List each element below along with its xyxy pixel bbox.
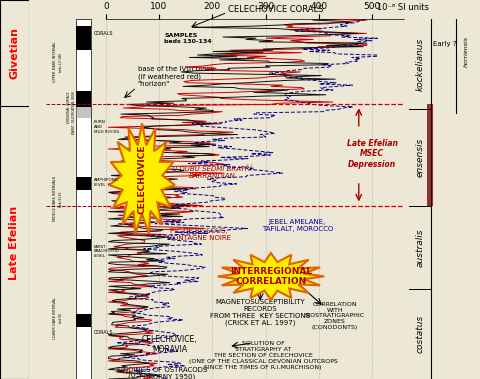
Text: Late Efelian
MSEC
Depression: Late Efelian MSEC Depression	[346, 139, 396, 169]
Text: SOLUTION OF
STRATIGRAPHY AT
THE SECTION OF ČELECHOVICE
(ONE OF THE CLASSICAL DEV: SOLUTION OF STRATIGRAPHY AT THE SECTION …	[188, 341, 336, 370]
Text: bed 98: bed 98	[59, 313, 62, 323]
Bar	[76, 107, 91, 118]
Text: BURN
AND
MUD ROCKS: BURN AND MUD ROCKS	[94, 121, 119, 133]
Text: base of the IVth black
(if weathered red)
"horizon": base of the IVth black (if weathered red…	[137, 66, 214, 87]
Text: LOWER DARK INTERVAL: LOWER DARK INTERVAL	[53, 297, 57, 339]
Text: JEBEL AMELANE,
TAFILALT, MOROCCO: JEBEL AMELANE, TAFILALT, MOROCCO	[262, 219, 333, 232]
Bar	[76, 177, 91, 190]
Bar	[426, 103, 432, 206]
Text: CORALS: CORALS	[94, 330, 113, 335]
Text: AMPHIPOND
LEVEL: AMPHIPOND LEVEL	[94, 179, 119, 187]
Text: beds S1-S3: beds S1-S3	[59, 191, 62, 207]
Text: EROSIONAL SURFACE
KARST, SILICIFICATION, IRON: EROSIONAL SURFACE KARST, SILICIFICATION,…	[67, 91, 76, 134]
Text: CORRELATION
WITH
BIOSTRATIGRAPHIC
ZONES
(CONODONTS): CORRELATION WITH BIOSTRATIGRAPHIC ZONES …	[304, 302, 364, 330]
Text: MIDDLE DARK INTERVALS: MIDDLE DARK INTERVALS	[53, 177, 57, 221]
Bar	[76, 26, 91, 50]
Text: U DUBU SEDMI BRATŘÍ
BARRANDIAN: U DUBU SEDMI BRATŘÍ BARRANDIAN	[172, 165, 252, 179]
Bar	[76, 314, 91, 327]
Text: Early ?: Early ?	[432, 41, 456, 47]
Polygon shape	[217, 253, 324, 300]
Text: KARST
BRACHIOPOD
LEVEL: KARST BRACHIOPOD LEVEL	[94, 244, 120, 258]
Text: 10⁻⁶ SI units: 10⁻⁶ SI units	[377, 3, 429, 12]
Bar	[76, 239, 91, 251]
Text: CORALS: CORALS	[94, 31, 113, 36]
Text: Givetian: Givetian	[10, 27, 19, 79]
Text: CELECHOVICE,
MORAVIA: CELECHOVICE, MORAVIA	[142, 335, 197, 354]
Text: FINDINGS OF OSTRACODS
(V. POKORNY 1950): FINDINGS OF OSTRACODS (V. POKORNY 1950)	[116, 367, 206, 379]
Text: PIC DE BISSOUS,
MONTAGNE NOIRE: PIC DE BISSOUS, MONTAGNE NOIRE	[167, 229, 230, 241]
Text: kockelianus: kockelianus	[415, 37, 424, 91]
Polygon shape	[109, 124, 175, 234]
Text: CELECHOVICE: CELECHOVICE	[137, 144, 146, 214]
Text: UPPER DARK INTERVAL: UPPER DARK INTERVAL	[53, 42, 57, 82]
Text: ensensis: ensensis	[415, 138, 424, 177]
Bar	[76, 91, 91, 107]
Text: australis: australis	[415, 228, 424, 267]
Text: CELECHOVICE CORALS: CELECHOVICE CORALS	[228, 5, 323, 14]
Text: INTERREGIONAL
CORRELATION: INTERREGIONAL CORRELATION	[229, 267, 312, 286]
Text: MAGNETOSUSCEPTIBILITY
RECORDS
FROM THREE  KEY SECTIONS
(CRICK ET AL. 1997): MAGNETOSUSCEPTIBILITY RECORDS FROM THREE…	[210, 299, 310, 326]
Bar	[76, 19, 91, 379]
Text: SAMPLES
beds 130-134: SAMPLES beds 130-134	[164, 33, 212, 44]
Text: Late Efelian: Late Efelian	[10, 205, 19, 280]
Text: costatus: costatus	[415, 315, 424, 353]
Text: horriensis: horriensis	[463, 36, 468, 67]
Text: beds 117-288: beds 117-288	[59, 53, 62, 72]
